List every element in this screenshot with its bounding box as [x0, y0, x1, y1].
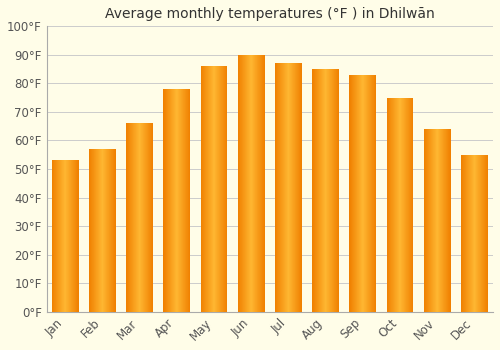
Title: Average monthly temperatures (°F ) in Dhilwān: Average monthly temperatures (°F ) in Dh…	[105, 7, 434, 21]
